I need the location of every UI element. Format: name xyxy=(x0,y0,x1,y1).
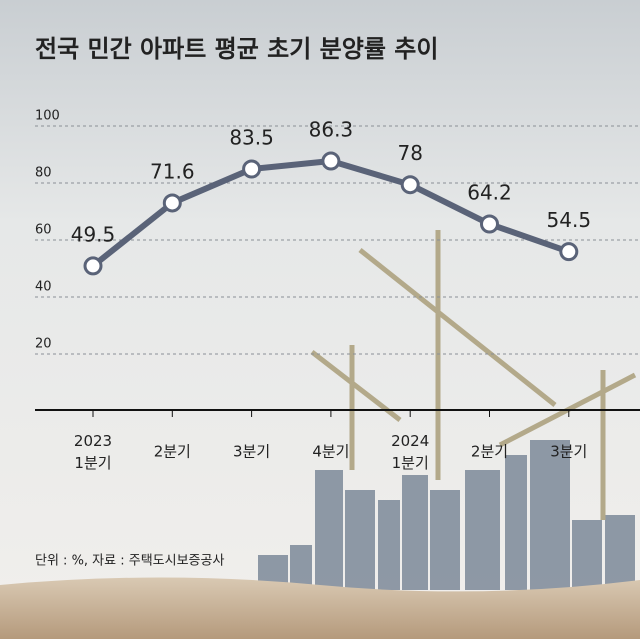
value-label: 71.6 xyxy=(150,159,195,183)
marker xyxy=(162,193,182,213)
source-note: 단위 : %, 자료 : 주택도시보증공사 xyxy=(35,554,224,569)
y-tick-label: 80 xyxy=(35,166,52,181)
value-label: 78 xyxy=(397,141,422,165)
x-tick-label: 3분기 xyxy=(233,443,270,461)
value-label: 86.3 xyxy=(309,118,354,142)
x-tick-label: 2분기 xyxy=(154,443,191,461)
value-label: 83.5 xyxy=(229,126,274,150)
value-label: 54.5 xyxy=(547,208,592,232)
x-tick-label: 3분기 xyxy=(550,443,587,461)
y-tick-label: 40 xyxy=(35,280,52,295)
marker xyxy=(480,214,499,234)
y-tick-label: 100 xyxy=(35,109,60,124)
marker xyxy=(400,175,420,195)
marker xyxy=(559,242,579,262)
x-tick-label: 4분기 xyxy=(312,443,349,461)
sand xyxy=(0,577,640,639)
x-tick-label: 2분기 xyxy=(471,443,508,461)
marker xyxy=(242,159,262,179)
chart-title: 전국 민간 아파트 평균 초기 분양률 추이 xyxy=(35,35,438,63)
value-label: 49.5 xyxy=(71,222,116,246)
city-illustration xyxy=(258,440,635,590)
y-tick-label: 20 xyxy=(35,337,52,352)
y-tick-label: 60 xyxy=(35,223,52,238)
cranes xyxy=(310,230,637,520)
marker xyxy=(321,151,341,171)
x-tick-label: 2023 1분기 xyxy=(74,432,112,472)
marker xyxy=(83,256,103,276)
x-tick-label: 2024 1분기 xyxy=(391,432,429,472)
value-label: 64.2 xyxy=(467,181,512,205)
